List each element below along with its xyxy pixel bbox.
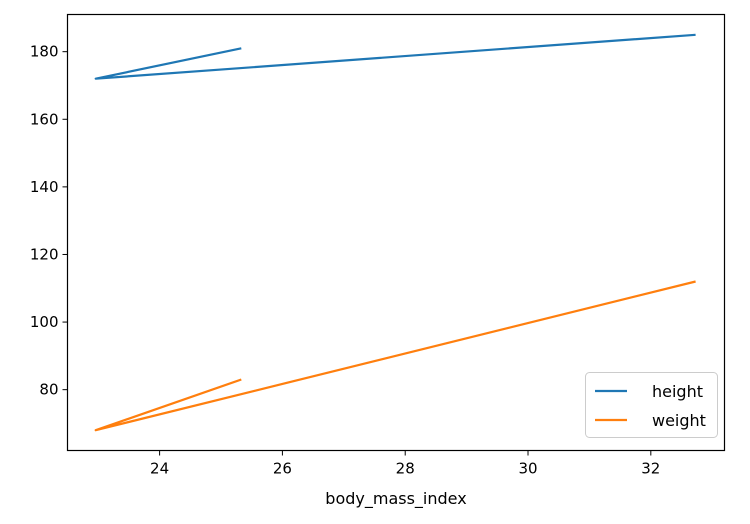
legend: height weight — [585, 372, 718, 438]
y-tick-label: 180 — [30, 43, 59, 61]
y-tick-label: 100 — [30, 313, 59, 331]
y-tick-label: 120 — [30, 245, 59, 263]
y-tick-label: 140 — [30, 178, 59, 196]
legend-box — [585, 372, 718, 438]
x-tick-label: 26 — [273, 460, 292, 478]
plot-frame — [66, 13, 726, 452]
plot-lines — [94, 33, 696, 432]
x-tick-label: 30 — [518, 460, 537, 478]
x-tick-label: 28 — [396, 460, 415, 478]
y-axis-ticks: 80 100 120 140 160 180 — [30, 43, 68, 399]
legend-label-weight: weight — [652, 411, 706, 430]
series-line-weight — [94, 280, 696, 432]
x-tick-label: 32 — [641, 460, 660, 478]
x-axis-ticks: 24 26 28 30 32 — [150, 450, 660, 478]
x-axis-title: body_mass_index — [325, 489, 466, 509]
x-tick-label: 24 — [150, 460, 169, 478]
legend-label-height: height — [652, 382, 703, 401]
series-line-height — [94, 33, 696, 80]
y-tick-label: 80 — [39, 381, 58, 399]
y-tick-label: 160 — [30, 110, 59, 128]
